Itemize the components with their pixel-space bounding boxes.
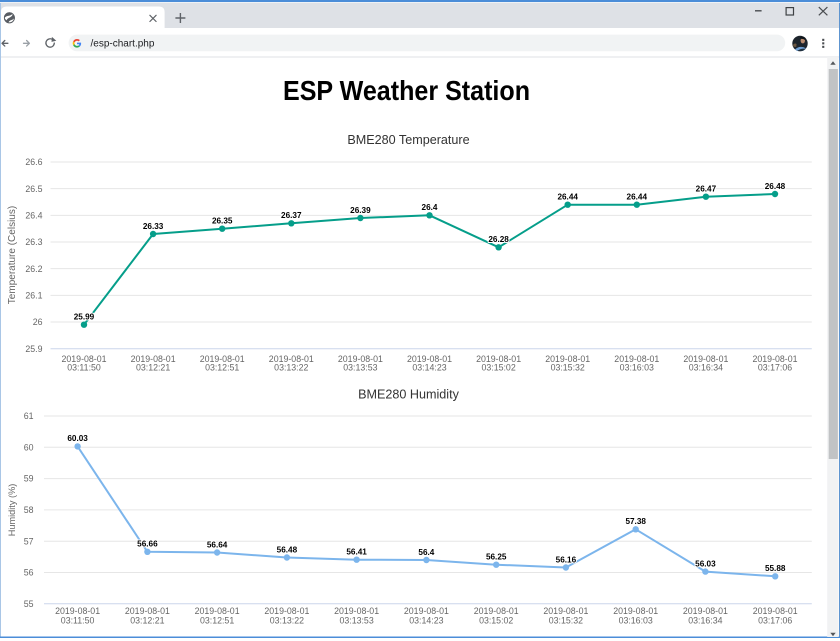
svg-text:2019-08-01: 2019-08-01 [334, 606, 379, 616]
svg-text:56.4: 56.4 [418, 548, 434, 557]
svg-text:2019-08-01: 2019-08-01 [614, 354, 659, 364]
svg-text:61: 61 [24, 411, 34, 421]
svg-text:2019-08-01: 2019-08-01 [125, 606, 170, 616]
svg-text:2019-08-01: 2019-08-01 [474, 606, 519, 616]
svg-text:2019-08-01: 2019-08-01 [753, 606, 798, 616]
svg-text:2019-08-01: 2019-08-01 [476, 354, 521, 364]
svg-text:26.28: 26.28 [488, 235, 509, 244]
svg-text:26.37: 26.37 [281, 211, 302, 220]
svg-text:2019-08-01: 2019-08-01 [404, 606, 449, 616]
svg-text:03:16:03: 03:16:03 [620, 363, 654, 373]
svg-text:56.03: 56.03 [695, 559, 716, 568]
svg-text:58: 58 [24, 505, 34, 515]
svg-text:2019-08-01: 2019-08-01 [200, 354, 245, 364]
svg-text:/esp-chart.php: /esp-chart.php [91, 39, 155, 50]
svg-text:56.64: 56.64 [207, 540, 228, 549]
svg-text:25.99: 25.99 [74, 313, 95, 322]
svg-text:03:11:50: 03:11:50 [61, 615, 95, 625]
svg-text:2019-08-01: 2019-08-01 [55, 606, 100, 616]
svg-text:Temperature (Celsius): Temperature (Celsius) [7, 206, 18, 304]
svg-text:56.48: 56.48 [277, 545, 298, 554]
svg-text:60: 60 [24, 442, 34, 452]
svg-text:Humidity (%): Humidity (%) [7, 484, 17, 537]
svg-text:26.3: 26.3 [25, 237, 42, 247]
svg-text:60.03: 60.03 [67, 434, 88, 443]
svg-text:ESP Weather Station: ESP Weather Station [283, 75, 530, 106]
svg-text:2019-08-01: 2019-08-01 [543, 606, 588, 616]
svg-text:26.4: 26.4 [25, 210, 42, 220]
svg-text:03:15:02: 03:15:02 [479, 615, 513, 625]
svg-text:59: 59 [24, 474, 34, 484]
svg-text:03:15:32: 03:15:32 [549, 615, 583, 625]
svg-text:03:16:34: 03:16:34 [689, 363, 723, 373]
svg-text:03:12:51: 03:12:51 [205, 363, 239, 373]
svg-text:55.88: 55.88 [765, 564, 786, 573]
svg-text:03:17:06: 03:17:06 [758, 615, 792, 625]
svg-text:25.9: 25.9 [25, 344, 42, 354]
svg-text:26.48: 26.48 [765, 182, 786, 191]
svg-text:03:17:06: 03:17:06 [758, 363, 792, 373]
svg-text:56.41: 56.41 [346, 548, 367, 557]
svg-text:2019-08-01: 2019-08-01 [195, 606, 240, 616]
svg-text:03:15:32: 03:15:32 [551, 363, 585, 373]
svg-text:2019-08-01: 2019-08-01 [269, 354, 314, 364]
svg-text:03:16:03: 03:16:03 [619, 615, 653, 625]
svg-text:26.33: 26.33 [143, 222, 164, 231]
svg-text:56.25: 56.25 [486, 553, 507, 562]
svg-text:2019-08-01: 2019-08-01 [62, 354, 107, 364]
svg-text:26.35: 26.35 [212, 217, 233, 226]
svg-text:26.1: 26.1 [25, 290, 42, 300]
svg-text:03:12:51: 03:12:51 [200, 615, 234, 625]
svg-text:03:13:53: 03:13:53 [339, 615, 373, 625]
svg-text:BME280 Temperature: BME280 Temperature [347, 133, 469, 147]
svg-text:56.16: 56.16 [556, 555, 577, 564]
svg-text:2019-08-01: 2019-08-01 [683, 354, 728, 364]
svg-text:56.66: 56.66 [137, 540, 158, 549]
svg-text:2019-08-01: 2019-08-01 [338, 354, 383, 364]
svg-text:03:12:21: 03:12:21 [130, 615, 164, 625]
svg-text:03:13:22: 03:13:22 [270, 615, 304, 625]
svg-text:03:11:50: 03:11:50 [67, 363, 101, 373]
svg-text:2019-08-01: 2019-08-01 [683, 606, 728, 616]
svg-text:26.2: 26.2 [25, 264, 42, 274]
svg-text:03:16:34: 03:16:34 [688, 615, 722, 625]
svg-text:26.47: 26.47 [696, 185, 717, 194]
svg-text:2019-08-01: 2019-08-01 [545, 354, 590, 364]
svg-text:03:12:21: 03:12:21 [136, 363, 170, 373]
svg-text:26.6: 26.6 [25, 157, 42, 167]
svg-text:2019-08-01: 2019-08-01 [613, 606, 658, 616]
svg-text:03:13:53: 03:13:53 [343, 363, 377, 373]
svg-text:03:15:02: 03:15:02 [481, 363, 515, 373]
svg-text:2019-08-01: 2019-08-01 [753, 354, 798, 364]
svg-text:57.38: 57.38 [625, 517, 646, 526]
svg-text:03:14:23: 03:14:23 [412, 363, 446, 373]
svg-text:BME280 Humidity: BME280 Humidity [358, 387, 459, 401]
svg-text:2019-08-01: 2019-08-01 [407, 354, 452, 364]
svg-text:2019-08-01: 2019-08-01 [264, 606, 309, 616]
svg-text:26.4: 26.4 [422, 203, 438, 212]
svg-text:57: 57 [24, 536, 34, 546]
svg-text:03:14:23: 03:14:23 [409, 615, 443, 625]
svg-text:26.44: 26.44 [627, 193, 648, 202]
svg-text:26: 26 [33, 317, 43, 327]
svg-text:55: 55 [24, 599, 34, 609]
svg-text:26.39: 26.39 [350, 206, 371, 215]
svg-text:56: 56 [24, 568, 34, 578]
svg-text:03:13:22: 03:13:22 [274, 363, 308, 373]
svg-text:26.44: 26.44 [557, 193, 578, 202]
svg-text:2019-08-01: 2019-08-01 [131, 354, 176, 364]
svg-text:26.5: 26.5 [25, 184, 42, 194]
